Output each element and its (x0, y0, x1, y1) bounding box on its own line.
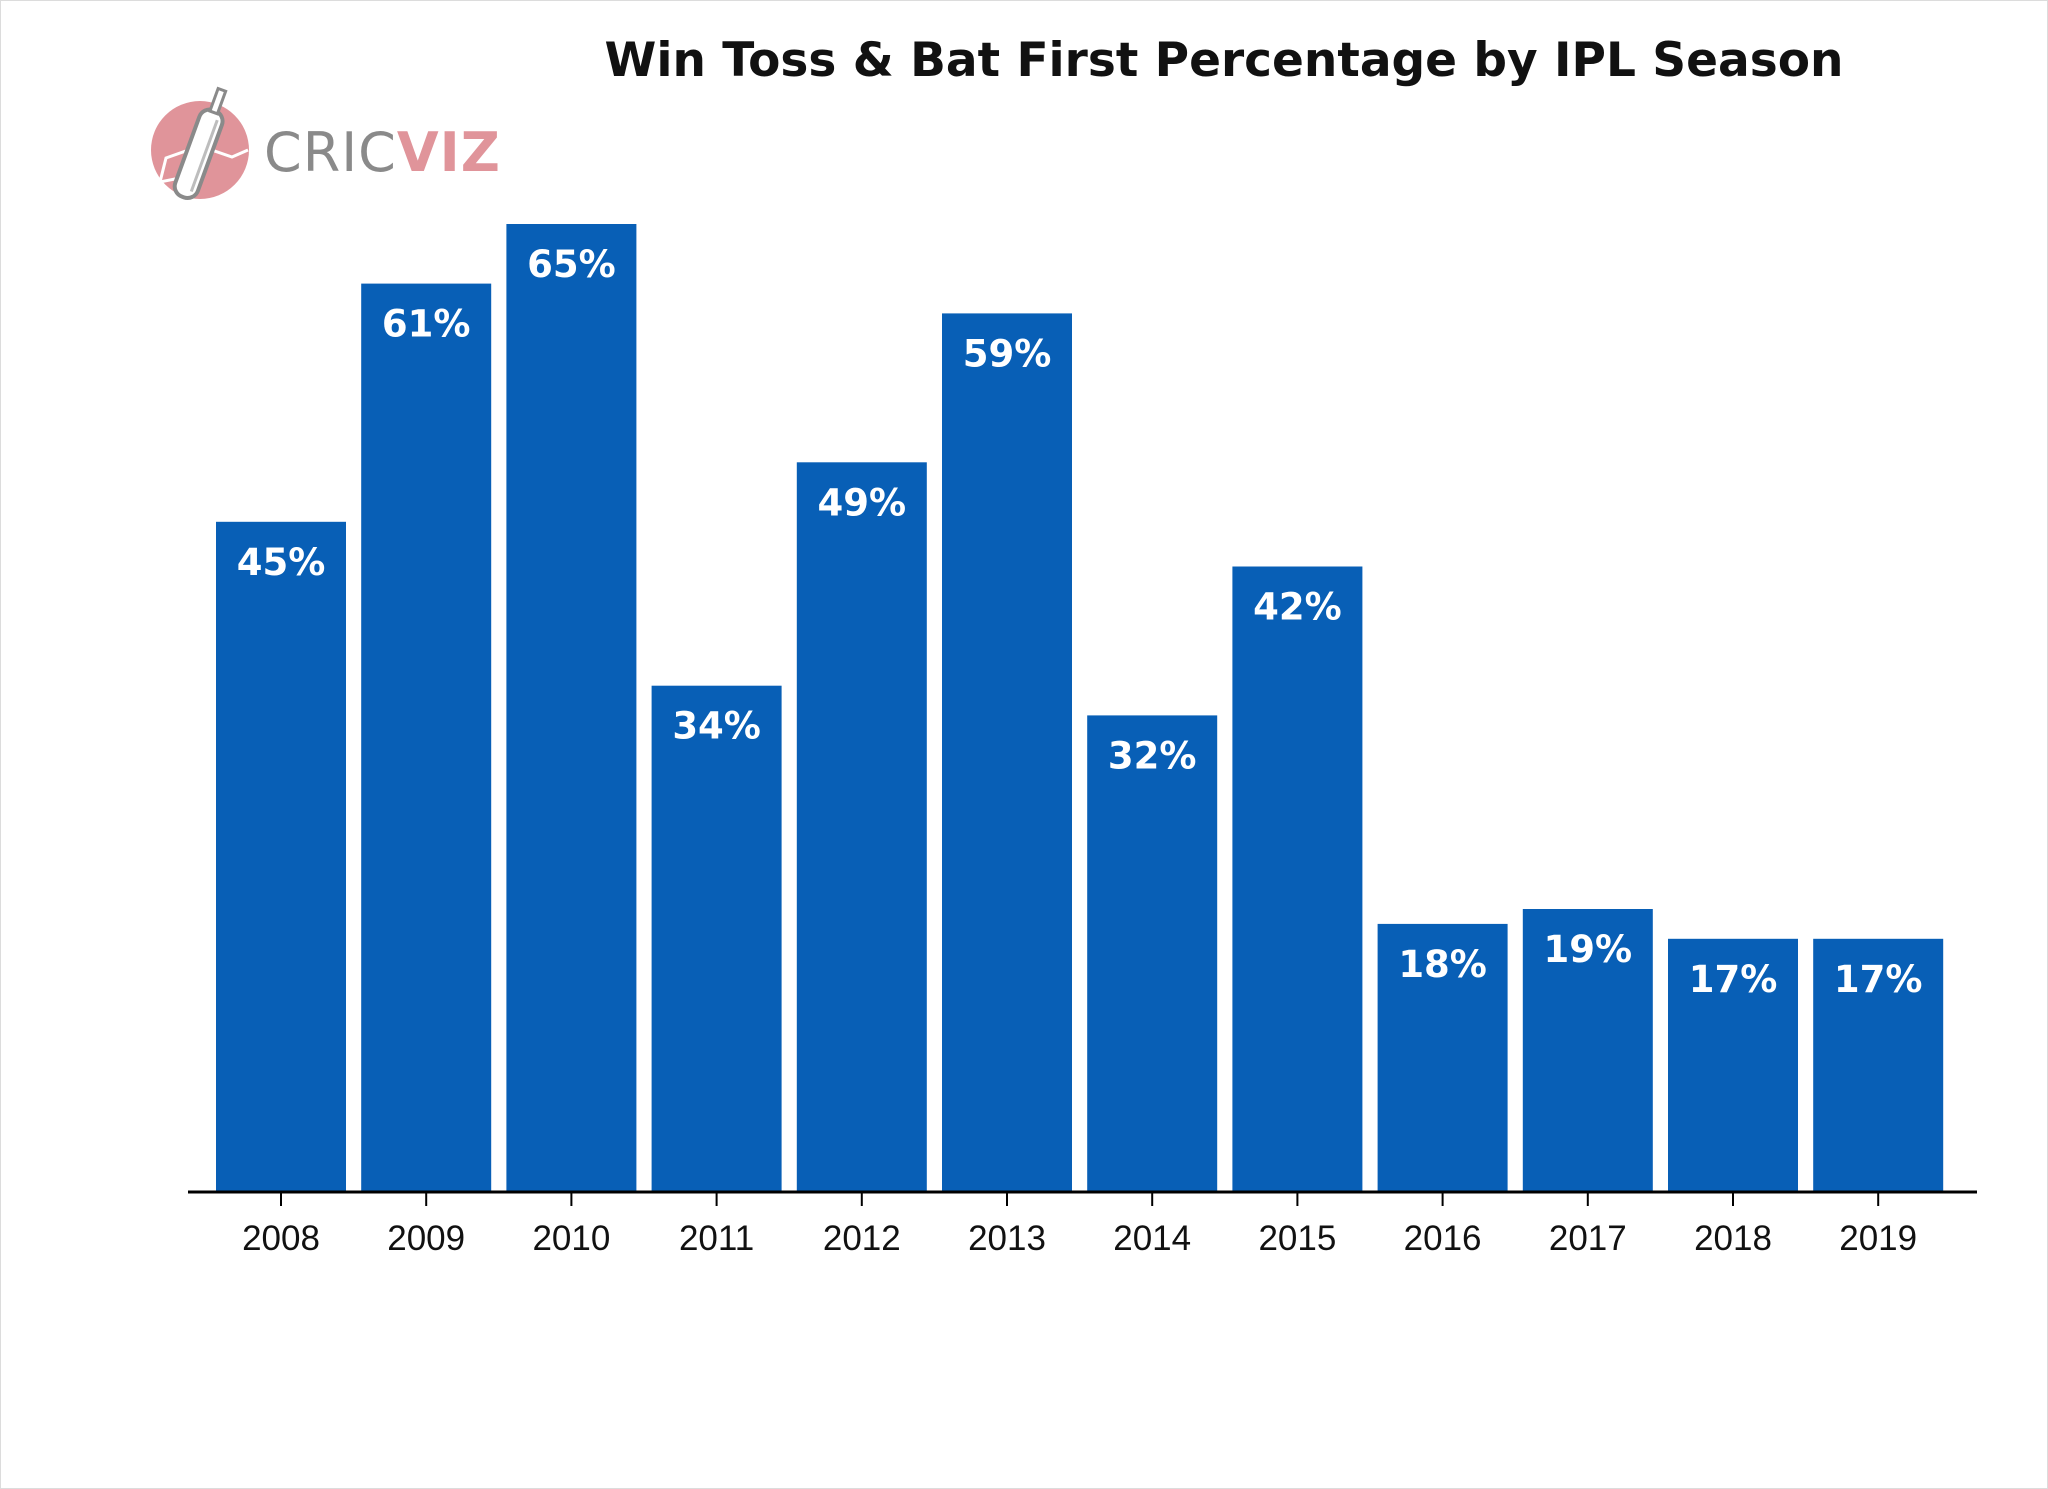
bars-group (216, 224, 1944, 1193)
cricviz-logo: CRICVIZ (151, 86, 501, 200)
x-tick-label-2013: 2013 (968, 1219, 1046, 1258)
cricket-bat-icon (151, 86, 249, 200)
bar-2017 (1522, 909, 1653, 1192)
bar-2012 (796, 462, 927, 1192)
logo-text-viz: VIZ (397, 121, 501, 184)
x-tick-label-2010: 2010 (532, 1219, 610, 1258)
bar-2018 (1668, 938, 1798, 1192)
bar-2015 (1232, 566, 1363, 1192)
bar-2013 (942, 313, 1072, 1192)
bar-2014 (1087, 715, 1218, 1192)
x-tick-label-2019: 2019 (1839, 1219, 1917, 1258)
data-label-2018: 17% (1689, 958, 1778, 1001)
chart-title: Win Toss & Bat First Percentage by IPL S… (605, 33, 1844, 88)
x-tick-label-2016: 2016 (1404, 1219, 1482, 1258)
data-label-2008: 45% (237, 541, 326, 584)
x-axis-ticks: 2008 2009 2010 2011 2012 2013 2014 2015 2016 2017… (242, 1192, 1917, 1258)
data-label-2014: 32% (1108, 734, 1197, 777)
bar-2009 (361, 283, 492, 1193)
bar-2016 (1377, 923, 1508, 1192)
bar-2010 (506, 224, 637, 1192)
logo-text: CRICVIZ (264, 121, 501, 184)
bar-2011 (651, 685, 782, 1192)
x-tick-label-2009: 2009 (387, 1219, 465, 1258)
data-label-2017: 19% (1544, 928, 1633, 971)
data-label-2011: 34% (672, 705, 761, 748)
data-label-2015: 42% (1253, 586, 1342, 629)
x-tick-label-2017: 2017 (1549, 1219, 1627, 1258)
bar-2019 (1813, 938, 1944, 1192)
x-tick-label-2014: 2014 (1113, 1219, 1191, 1258)
data-label-2009: 61% (382, 303, 471, 346)
logo-text-cric: CRIC (264, 121, 397, 184)
x-tick-label-2008: 2008 (242, 1219, 320, 1258)
x-tick-label-2018: 2018 (1694, 1219, 1772, 1258)
data-label-2016: 18% (1398, 943, 1487, 986)
x-tick-label-2015: 2015 (1258, 1219, 1336, 1258)
x-tick-label-2011: 2011 (679, 1219, 754, 1258)
data-label-2010: 65% (527, 243, 616, 286)
data-label-2019: 17% (1834, 958, 1923, 1001)
value-labels-group: 45% 61% 65% 34% 49% 59% 32% 42% 18% 19% 17% 17% (237, 243, 1923, 1001)
data-label-2013: 59% (963, 332, 1052, 375)
x-tick-label-2012: 2012 (823, 1219, 901, 1258)
bar-2008 (216, 521, 346, 1192)
data-label-2012: 49% (818, 481, 907, 524)
